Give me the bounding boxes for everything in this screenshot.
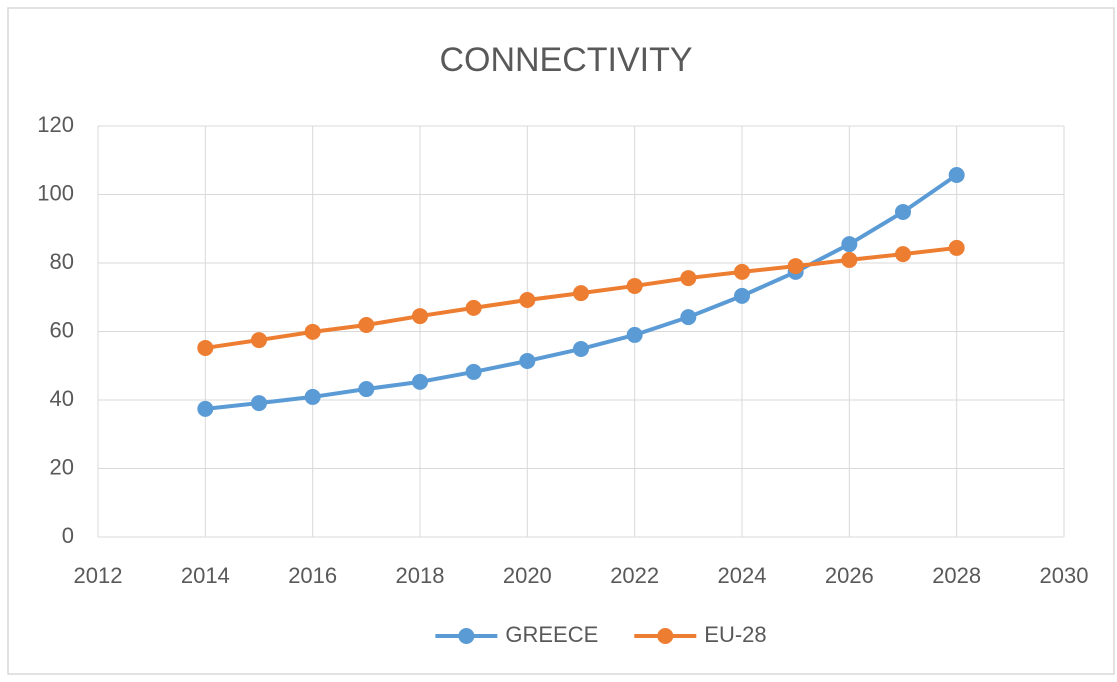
y-tick-label: 40 bbox=[50, 386, 74, 411]
data-point bbox=[626, 277, 643, 294]
x-tick-label: 2020 bbox=[503, 563, 552, 588]
data-point bbox=[787, 258, 804, 275]
data-point bbox=[197, 339, 214, 356]
data-point bbox=[519, 291, 536, 308]
x-tick-label: 2024 bbox=[718, 563, 767, 588]
data-point bbox=[519, 352, 536, 369]
data-point bbox=[680, 270, 697, 287]
y-tick-label: 80 bbox=[50, 249, 74, 274]
data-point bbox=[412, 308, 428, 325]
data-point bbox=[465, 299, 482, 316]
data-point bbox=[895, 246, 911, 263]
data-point bbox=[948, 166, 965, 183]
x-tick-label: 2028 bbox=[932, 563, 981, 588]
y-tick-label: 100 bbox=[37, 180, 74, 205]
x-tick-label: 2030 bbox=[1040, 563, 1089, 588]
y-tick-label: 0 bbox=[62, 523, 74, 548]
data-point bbox=[251, 332, 267, 349]
y-tick-label: 60 bbox=[50, 317, 74, 342]
data-point bbox=[412, 373, 428, 390]
data-point bbox=[358, 316, 375, 333]
data-point bbox=[734, 263, 750, 280]
legend-marker bbox=[657, 628, 674, 644]
data-point bbox=[304, 388, 321, 405]
data-point bbox=[251, 395, 267, 412]
chart-title: CONNECTIVITY bbox=[439, 41, 692, 79]
data-point bbox=[304, 323, 321, 340]
x-tick-label: 2016 bbox=[288, 563, 337, 588]
data-point bbox=[573, 340, 589, 357]
x-tick-label: 2014 bbox=[181, 563, 230, 588]
data-point bbox=[573, 285, 589, 302]
data-point bbox=[465, 363, 482, 380]
data-point bbox=[895, 203, 911, 220]
legend-label: EU-28 bbox=[704, 622, 766, 647]
data-point bbox=[841, 236, 858, 253]
x-tick-label: 2026 bbox=[825, 563, 874, 588]
data-point bbox=[948, 239, 965, 256]
data-point bbox=[197, 400, 214, 417]
data-point bbox=[680, 309, 697, 326]
legend-marker bbox=[458, 628, 475, 644]
x-tick-label: 2012 bbox=[74, 563, 123, 588]
data-point bbox=[841, 251, 858, 268]
x-tick-label: 2018 bbox=[396, 563, 445, 588]
legend-label: GREECE bbox=[505, 622, 598, 647]
data-point bbox=[358, 381, 375, 398]
chart-frame bbox=[7, 7, 1115, 675]
x-tick-label: 2022 bbox=[610, 563, 659, 588]
data-point bbox=[734, 287, 750, 304]
data-point bbox=[626, 326, 643, 343]
y-tick-label: 20 bbox=[50, 454, 74, 479]
y-tick-label: 120 bbox=[37, 112, 74, 137]
